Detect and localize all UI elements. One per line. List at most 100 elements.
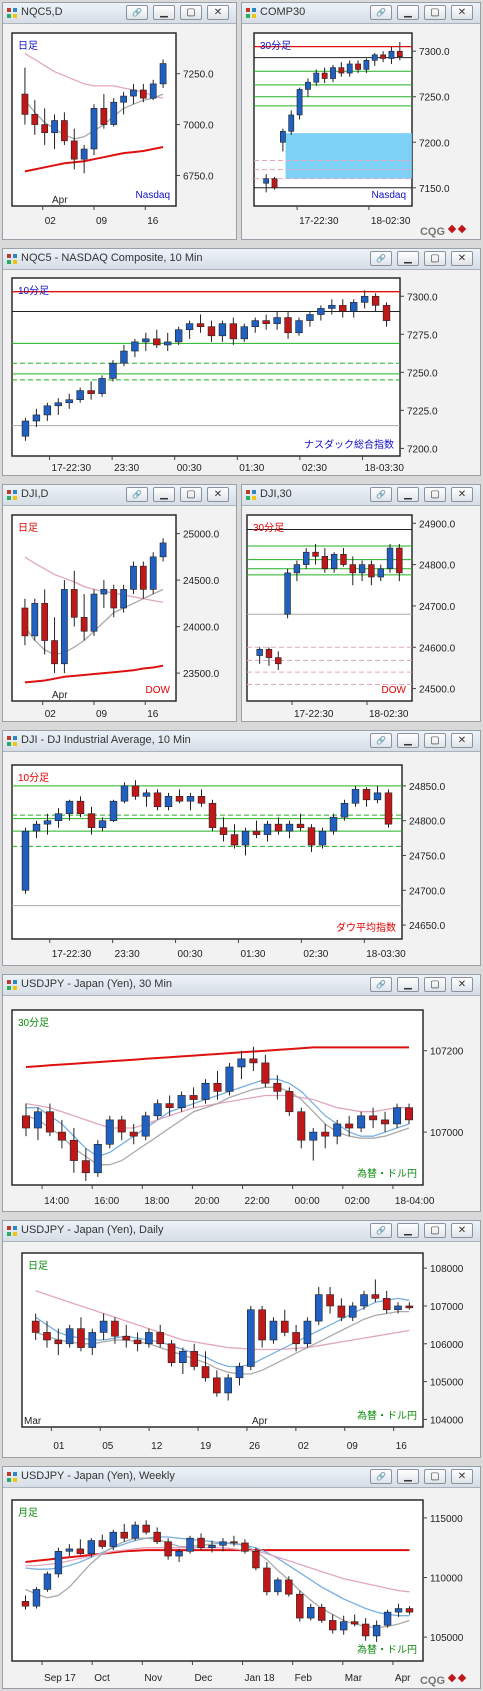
window-titlebar[interactable]: DJI,30 🔗 ▁ ▢ ✕ [242, 485, 480, 506]
link-icon: 🔗 [376, 490, 386, 499]
window-titlebar[interactable]: USDJPY - Japan (Yen), Weekly 🔗 ▁ ▢ ✕ [3, 1467, 480, 1488]
window-titlebar[interactable]: DJI,D 🔗 ▁ ▢ ✕ [3, 485, 236, 506]
link-icon: 🔗 [376, 980, 386, 989]
link-icon: 🔗 [376, 254, 386, 263]
minimize-button[interactable]: ▁ [397, 1469, 419, 1484]
close-button[interactable]: ✕ [207, 5, 229, 20]
chart-window-comp30: COMP30 🔗 ▁ ▢ ✕ [241, 2, 481, 240]
close-icon: ✕ [457, 735, 467, 746]
close-button[interactable]: ✕ [451, 251, 473, 266]
grid-icon [7, 1472, 17, 1482]
minimize-button[interactable]: ▁ [153, 487, 175, 502]
maximize-button[interactable]: ▢ [424, 487, 446, 502]
minimize-button[interactable]: ▁ [397, 977, 419, 992]
chart-window-usdjpy-30: USDJPY - Japan (Yen), 30 Min 🔗 ▁ ▢ ✕ [2, 974, 481, 1212]
maximize-icon: ▢ [186, 489, 196, 500]
link-icon: 🔗 [132, 490, 142, 499]
minimize-button[interactable]: ▁ [397, 487, 419, 502]
window-titlebar[interactable]: USDJPY - Japan (Yen), Daily 🔗 ▁ ▢ ✕ [3, 1221, 480, 1242]
link-icon: 🔗 [376, 736, 386, 745]
link-icon: 🔗 [376, 1472, 386, 1481]
close-icon: ✕ [213, 489, 223, 500]
window-title: NQC5 - NASDAQ Composite, 10 Min [21, 252, 203, 264]
close-button[interactable]: ✕ [451, 487, 473, 502]
grid-icon [7, 980, 17, 990]
close-icon: ✕ [457, 1225, 467, 1236]
minimize-button[interactable]: ▁ [153, 5, 175, 20]
minimize-icon: ▁ [404, 7, 412, 18]
window-titlebar[interactable]: DJI - DJ Industrial Average, 10 Min 🔗 ▁ ▢ ✕ [3, 731, 480, 752]
link-icon: 🔗 [376, 1226, 386, 1235]
maximize-icon: ▢ [430, 253, 440, 264]
close-icon: ✕ [457, 1471, 467, 1482]
maximize-button[interactable]: ▢ [180, 5, 202, 20]
chart-window-usdjpy-daily: USDJPY - Japan (Yen), Daily 🔗 ▁ ▢ ✕ [2, 1220, 481, 1458]
window-titlebar[interactable]: NQC5,D 🔗 ▁ ▢ ✕ [3, 3, 236, 24]
close-button[interactable]: ✕ [207, 487, 229, 502]
maximize-icon: ▢ [430, 7, 440, 18]
minimize-icon: ▁ [404, 979, 412, 990]
link-icon: 🔗 [376, 8, 386, 17]
maximize-icon: ▢ [430, 735, 440, 746]
chart-window-dji-daily: DJI,D 🔗 ▁ ▢ ✕ [2, 484, 237, 722]
close-icon: ✕ [457, 7, 467, 18]
window-titlebar[interactable]: NQC5 - NASDAQ Composite, 10 Min 🔗 ▁ ▢ ✕ [3, 249, 480, 270]
chart-window-dji-10min: DJI - DJ Industrial Average, 10 Min 🔗 ▁ ▢ ✕ [2, 730, 481, 966]
window-titlebar[interactable]: COMP30 🔗 ▁ ▢ ✕ [242, 3, 480, 24]
link-button[interactable]: 🔗 [370, 1469, 392, 1484]
maximize-button[interactable]: ▢ [424, 733, 446, 748]
maximize-icon: ▢ [430, 1471, 440, 1482]
maximize-button[interactable]: ▢ [424, 977, 446, 992]
close-icon: ✕ [457, 253, 467, 264]
minimize-icon: ▁ [404, 489, 412, 500]
link-button[interactable]: 🔗 [126, 487, 148, 502]
chart-window-usdjpy-weekly: USDJPY - Japan (Yen), Weekly 🔗 ▁ ▢ ✕ [2, 1466, 481, 1689]
minimize-button[interactable]: ▁ [397, 251, 419, 266]
close-button[interactable]: ✕ [451, 977, 473, 992]
minimize-icon: ▁ [160, 489, 168, 500]
link-button[interactable]: 🔗 [370, 1223, 392, 1238]
maximize-button[interactable]: ▢ [424, 1469, 446, 1484]
minimize-button[interactable]: ▁ [397, 733, 419, 748]
minimize-icon: ▁ [404, 735, 412, 746]
chart-window-dji-30: DJI,30 🔗 ▁ ▢ ✕ [241, 484, 481, 722]
maximize-icon: ▢ [430, 489, 440, 500]
maximize-button[interactable]: ▢ [424, 5, 446, 20]
close-button[interactable]: ✕ [451, 1223, 473, 1238]
link-button[interactable]: 🔗 [370, 977, 392, 992]
window-titlebar[interactable]: USDJPY - Japan (Yen), 30 Min 🔗 ▁ ▢ ✕ [3, 975, 480, 996]
grid-icon [7, 1226, 17, 1236]
window-title: USDJPY - Japan (Yen), 30 Min [21, 978, 173, 990]
minimize-button[interactable]: ▁ [397, 1223, 419, 1238]
close-button[interactable]: ✕ [451, 5, 473, 20]
maximize-icon: ▢ [430, 979, 440, 990]
link-button[interactable]: 🔗 [370, 251, 392, 266]
link-button[interactable]: 🔗 [370, 733, 392, 748]
window-title: NQC5,D [21, 6, 63, 18]
maximize-button[interactable]: ▢ [424, 251, 446, 266]
minimize-icon: ▁ [160, 7, 168, 18]
grid-icon [7, 490, 17, 500]
link-button[interactable]: 🔗 [126, 5, 148, 20]
close-button[interactable]: ✕ [451, 733, 473, 748]
link-icon: 🔗 [132, 8, 142, 17]
chart-window-nqc5-10min: NQC5 - NASDAQ Composite, 10 Min 🔗 ▁ ▢ ✕ [2, 248, 481, 476]
window-title: USDJPY - Japan (Yen), Daily [21, 1224, 164, 1236]
close-icon: ✕ [457, 489, 467, 500]
maximize-button[interactable]: ▢ [424, 1223, 446, 1238]
window-title: DJI,D [21, 488, 49, 500]
window-title: COMP30 [260, 6, 306, 18]
minimize-button[interactable]: ▁ [397, 5, 419, 20]
maximize-icon: ▢ [186, 7, 196, 18]
chart-window-nqc5-daily: NQC5,D 🔗 ▁ ▢ ✕ [2, 2, 237, 240]
grid-icon [246, 490, 256, 500]
close-button[interactable]: ✕ [451, 1469, 473, 1484]
maximize-button[interactable]: ▢ [180, 487, 202, 502]
window-title: USDJPY - Japan (Yen), Weekly [21, 1470, 175, 1482]
minimize-icon: ▁ [404, 253, 412, 264]
minimize-icon: ▁ [404, 1471, 412, 1482]
link-button[interactable]: 🔗 [370, 487, 392, 502]
link-button[interactable]: 🔗 [370, 5, 392, 20]
window-title: DJI - DJ Industrial Average, 10 Min [21, 734, 191, 746]
close-icon: ✕ [457, 979, 467, 990]
